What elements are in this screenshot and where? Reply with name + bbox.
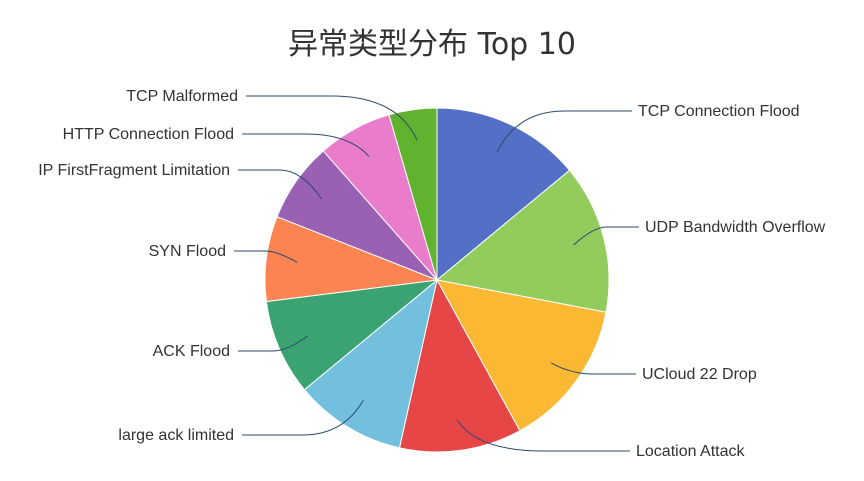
slice-label-5: large ack limited	[118, 427, 234, 444]
slice-label-3: UCloud 22 Drop	[642, 366, 757, 383]
pie-slice-4	[398, 278, 521, 453]
slice-labels: TCP Connection Flood UDP Bandwidth Overfl…	[38, 88, 825, 460]
pie-slices	[264, 107, 610, 453]
chart-title: 异常类型分布 Top 10	[288, 27, 576, 62]
slice-label-1: TCP Connection Flood	[638, 103, 800, 120]
leader-line-4	[456, 419, 630, 452]
leader-lines	[234, 95, 639, 452]
leader-line-1	[496, 110, 632, 153]
slice-label-6: ACK Flood	[153, 343, 230, 360]
slice-label-4: Location Attack	[636, 443, 746, 460]
slice-label-9: HTTP Connection Flood	[63, 126, 234, 143]
slice-label-7: SYN Flood	[149, 243, 226, 260]
leader-line-5	[242, 400, 364, 436]
pie-slice-1	[436, 107, 571, 282]
leader-line-2	[573, 226, 639, 246]
pie-slice-2	[435, 169, 610, 313]
leader-line-9	[242, 133, 370, 157]
pie-slice-10	[388, 107, 438, 281]
slice-label-2: UDP Bandwidth Overflow	[645, 219, 826, 236]
leader-line-6	[238, 335, 308, 352]
slice-label-10: TCP Malformed	[126, 88, 238, 105]
pie-slice-6	[265, 279, 439, 391]
pie-slice-3	[436, 279, 607, 432]
slice-label-8: IP FirstFragment Limitation	[38, 162, 230, 179]
leader-line-10	[246, 95, 418, 141]
pie-slice-5	[303, 278, 438, 449]
leader-line-8	[238, 169, 323, 200]
leader-line-7	[234, 250, 298, 263]
leader-line-3	[550, 362, 636, 375]
